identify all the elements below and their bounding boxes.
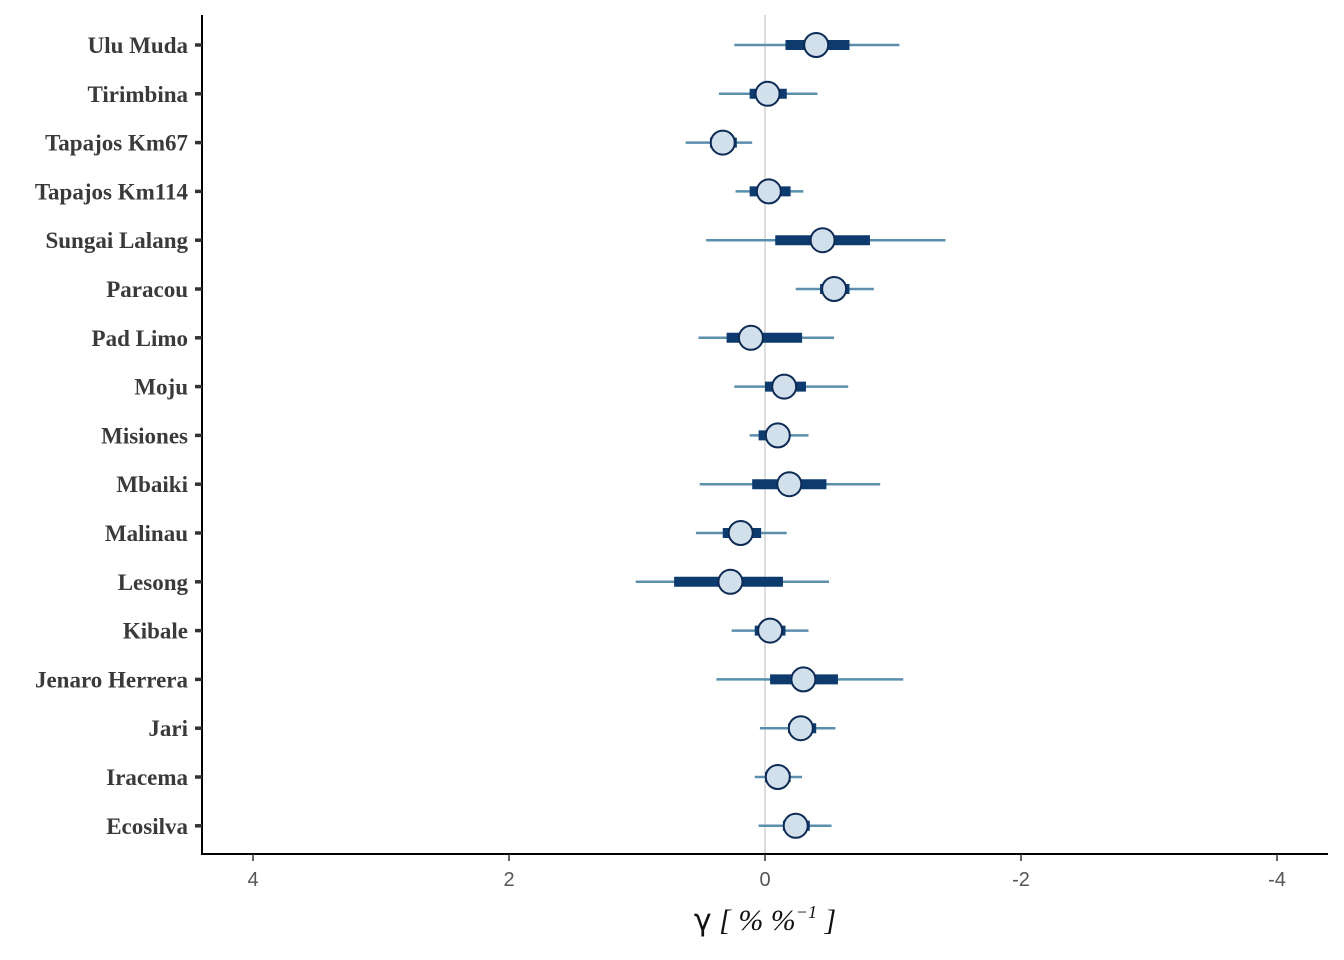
median-point (809, 227, 836, 254)
site-label: Ulu Muda (88, 33, 189, 58)
median-point (782, 812, 809, 839)
labels-layer: Ulu Muda Tirimbina Tapajos Km67 Tapajos Km1… (35, 33, 189, 839)
median-point (709, 129, 736, 156)
x-tick-label: 2 (503, 869, 514, 891)
median-point (737, 324, 764, 351)
site-label: Tapajos Km67 (45, 131, 188, 156)
site-label: Misiones (101, 423, 188, 448)
site-label: Jenaro Herrera (35, 667, 189, 692)
site-label: Kibale (123, 619, 188, 644)
median-point (755, 178, 782, 205)
x-tick-label: -4 (1268, 869, 1286, 891)
site-label: Iracema (106, 765, 188, 790)
x-axis-title: γ [ % %−1 ] (694, 902, 836, 938)
median-point (821, 276, 848, 302)
x-axis-title-open: [ (712, 904, 739, 937)
median-point (764, 422, 791, 449)
x-axis-title-exponent: −1 (796, 902, 817, 922)
median-point (790, 666, 817, 693)
x-axis-title-close: ] (817, 904, 836, 937)
site-label: Paracou (106, 277, 188, 302)
median-point (727, 520, 754, 546)
x-tick-label: 0 (759, 869, 770, 891)
site-label: Mbaiki (116, 472, 188, 497)
site-label: Tirimbina (87, 82, 188, 107)
axes-layer: 4 2 0 -2 -4 (195, 15, 1328, 891)
median-point (717, 568, 744, 595)
x-axis-title-symbol: γ (694, 903, 712, 938)
x-axis-title-unit: % % (738, 904, 795, 937)
x-tick-label: -2 (1012, 869, 1030, 891)
median-point (764, 764, 791, 790)
median-point (757, 617, 784, 644)
median-point (803, 32, 830, 58)
site-label: Lesong (118, 570, 189, 595)
x-tick-label: 4 (247, 869, 258, 891)
site-label: Moju (134, 375, 188, 400)
median-point (787, 715, 814, 742)
median-point (754, 80, 781, 107)
median-point (771, 373, 798, 400)
site-label: Jari (148, 716, 188, 741)
site-label: Malinau (105, 521, 188, 546)
site-label: Ecosilva (106, 814, 188, 839)
site-label: Sungai Lalang (45, 228, 188, 253)
points-layer (709, 32, 848, 839)
median-point (776, 471, 803, 498)
site-label: Pad Limo (92, 326, 188, 351)
site-label: Tapajos Km114 (35, 179, 189, 204)
